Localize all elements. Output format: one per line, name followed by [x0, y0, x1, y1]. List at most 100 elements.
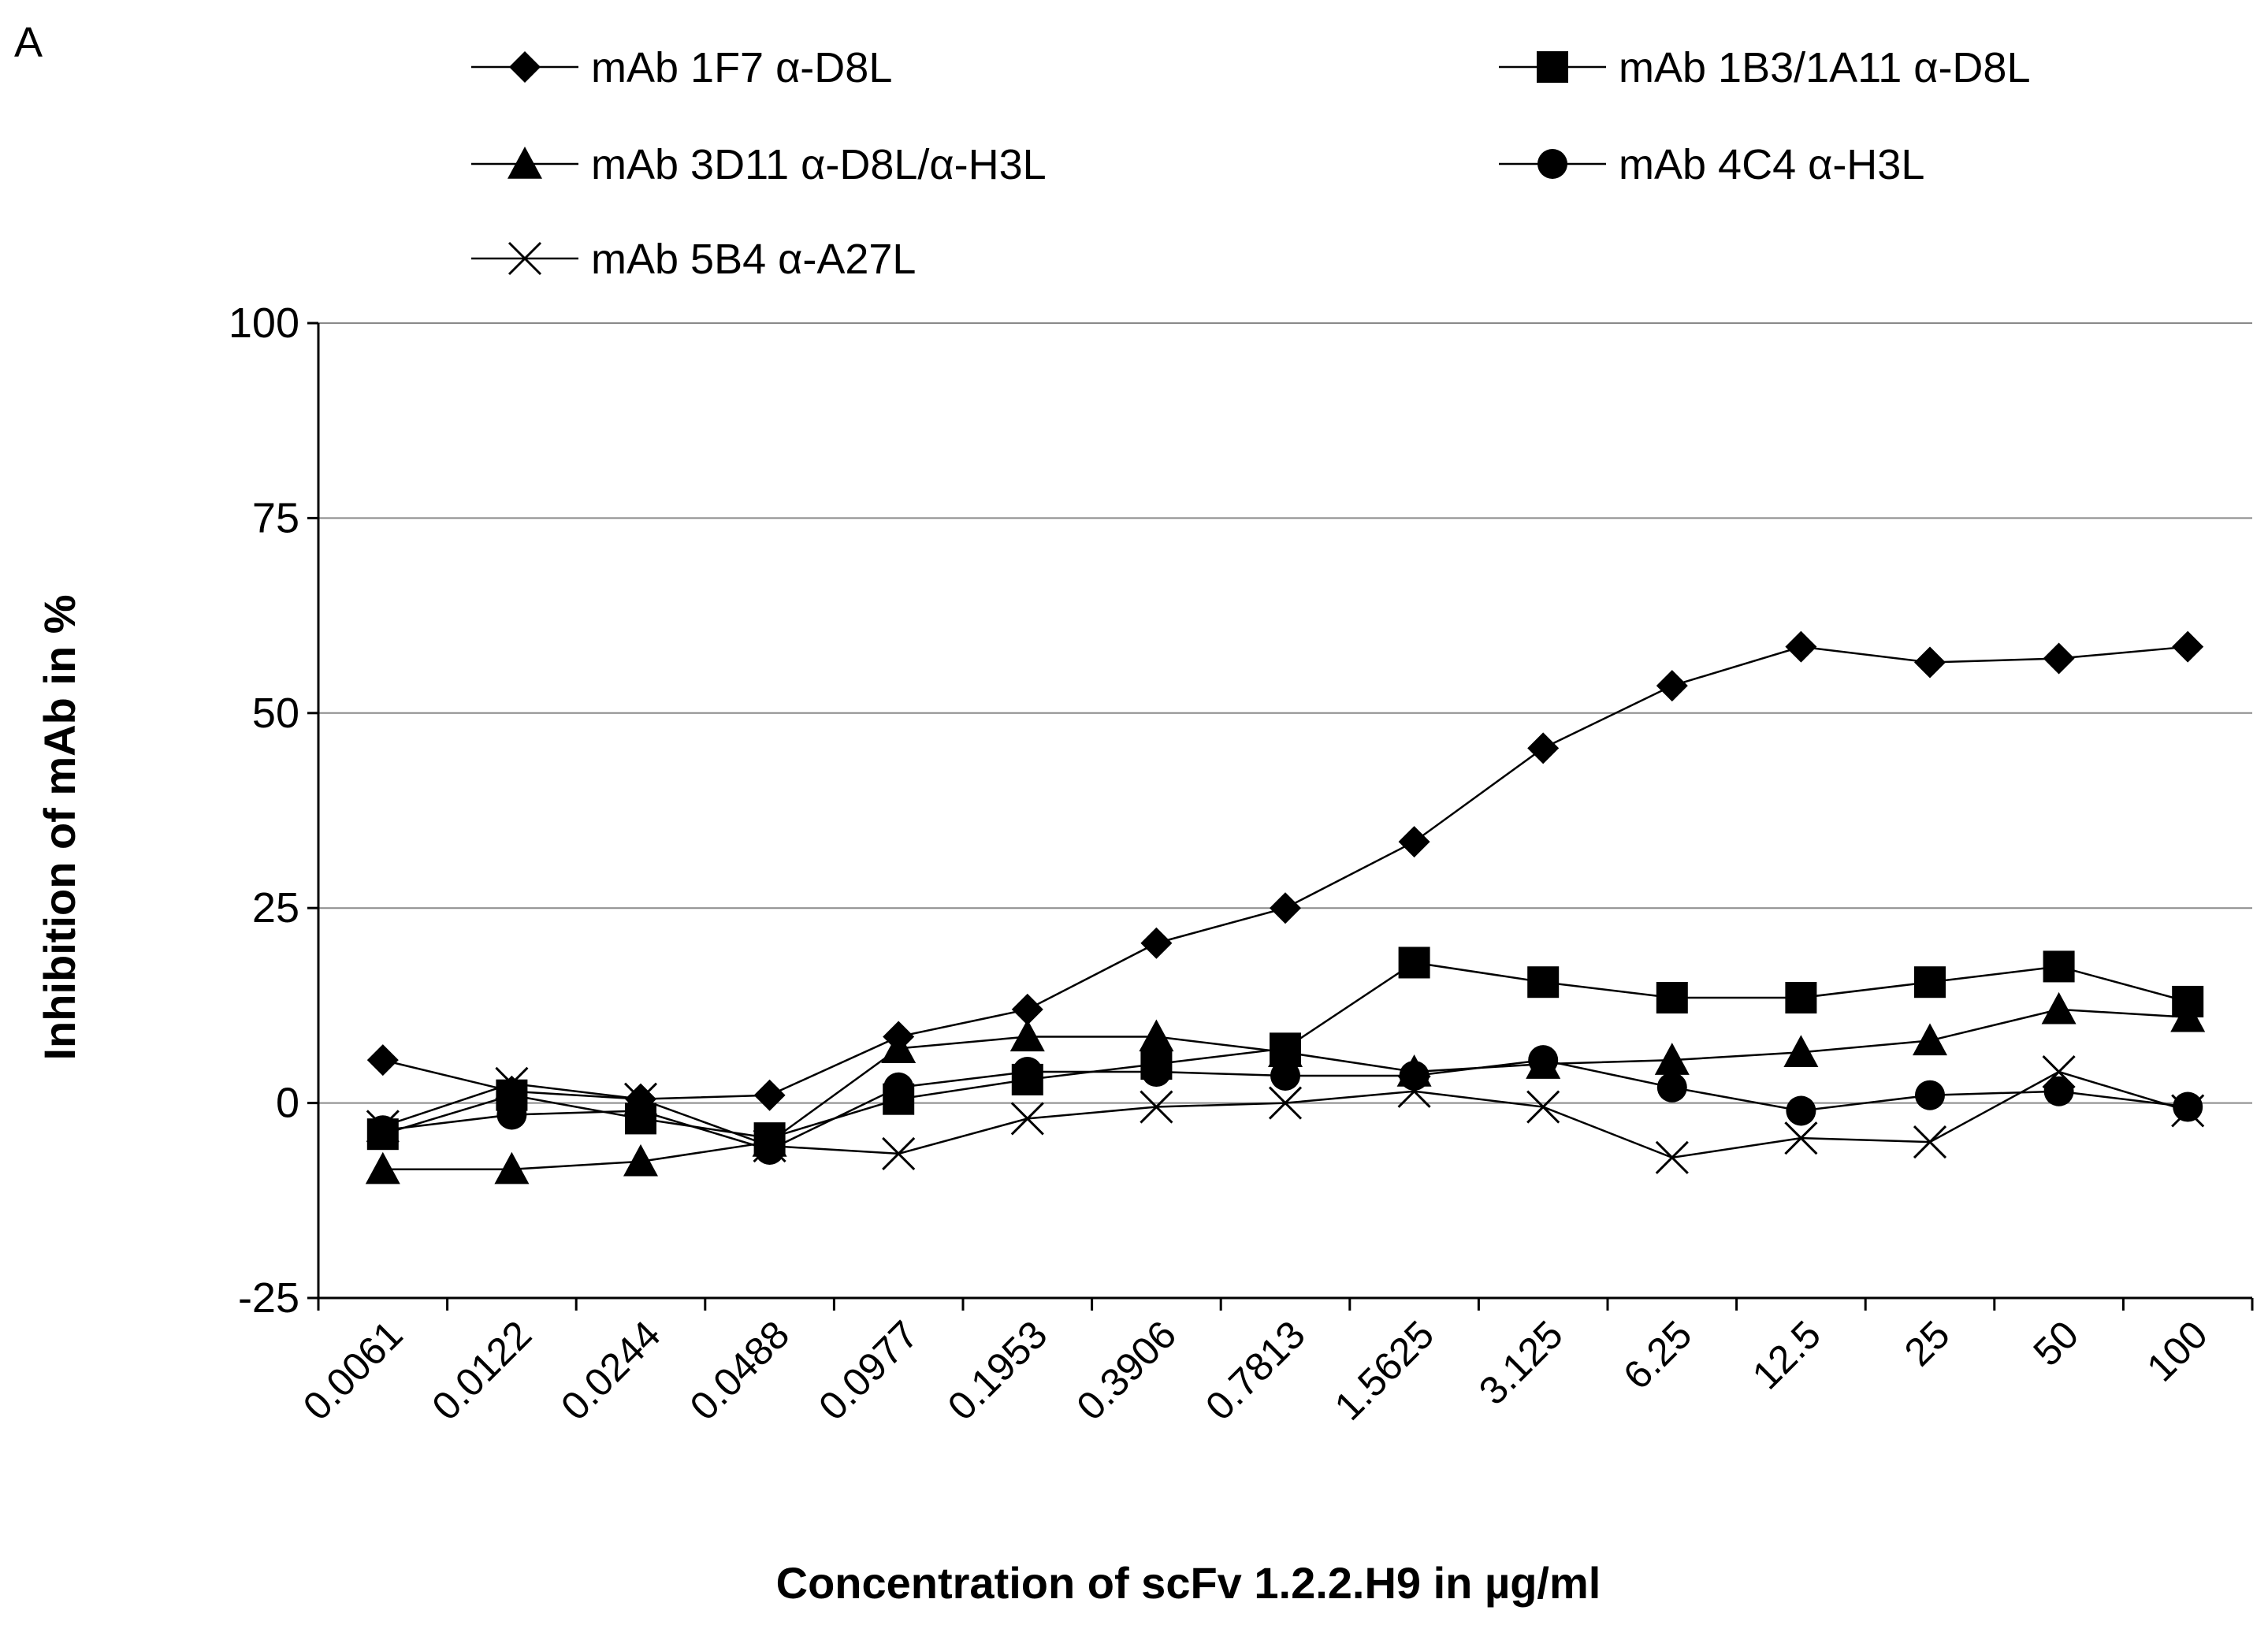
- series-3-point-14: [2041, 991, 2077, 1025]
- series-4-point-14: [2043, 1076, 2074, 1106]
- legend-marker-4: [1537, 149, 1567, 179]
- series-5-point-2-stroke-b: [495, 1066, 529, 1100]
- x-tick-label-25: 25: [1896, 1312, 1958, 1374]
- series-5-point-7: [1140, 1090, 1173, 1124]
- legend-label-3: mAb 3D11 α-D8L/α-H3L: [591, 141, 1047, 188]
- series-3: [365, 991, 2206, 1184]
- series-5-point-6-stroke-b: [1010, 1102, 1044, 1136]
- series-1-point-9: [1398, 826, 1430, 858]
- series-3-point-12: [1783, 1035, 1819, 1067]
- legend-marker-3: [508, 147, 542, 179]
- series-5-point-2: [495, 1066, 529, 1100]
- series-4-point-3: [626, 1095, 656, 1126]
- series-4-point-11: [1656, 1072, 1687, 1103]
- y-tick-label-0: 0: [276, 1080, 299, 1127]
- x-tick-label-0.3906: 0.3906: [1068, 1312, 1184, 1429]
- series-5-point-15-stroke-b: [2171, 1094, 2205, 1128]
- legend-marker-5: [508, 241, 542, 276]
- series-5-point-10: [1526, 1090, 1560, 1124]
- series-3-point-2: [494, 1151, 530, 1184]
- legend-item-3: mAb 3D11 α-D8L/α-H3L: [471, 141, 1047, 188]
- series-1-point-12: [1785, 630, 1817, 663]
- legend-marker-2: [1537, 51, 1568, 83]
- series-5-point-1: [366, 1110, 400, 1144]
- series-4-point-7: [1141, 1057, 1172, 1088]
- series-3-point-6: [1009, 1019, 1045, 1052]
- series-3-point-5: [881, 1031, 916, 1064]
- series-1-point-15: [2172, 630, 2204, 663]
- series-3-point-15: [2170, 999, 2206, 1032]
- x-tick-label-50: 50: [2024, 1312, 2087, 1374]
- series-2-point-13: [1914, 966, 1946, 999]
- legend-item-5: mAb 5B4 α-A27L: [471, 236, 916, 283]
- series-5-point-4-stroke-b: [753, 1129, 786, 1163]
- series-5-point-13: [1913, 1125, 1947, 1159]
- series-5-point-8: [1268, 1086, 1303, 1120]
- legend-label-5: mAb 5B4 α-A27L: [591, 236, 916, 283]
- series-1-point-11: [1656, 670, 1688, 702]
- series-1-point-7: [1140, 927, 1173, 959]
- series-5-point-4: [753, 1129, 786, 1163]
- series-5-point-6: [1010, 1102, 1044, 1136]
- legend-label-2: mAb 1B3/1A11 α-D8L: [1619, 44, 2031, 91]
- series-1-point-10: [1527, 732, 1560, 764]
- series-2-point-9: [1398, 946, 1430, 979]
- series-3-point-8: [1268, 1035, 1303, 1067]
- series-5-point-14-stroke-b: [2042, 1054, 2076, 1089]
- legend-item-4: mAb 4C4 α-H3L: [1499, 141, 1924, 188]
- series-5-point-14: [2042, 1054, 2076, 1089]
- series-5-point-5: [882, 1136, 916, 1170]
- y-tick-label-100: 100: [229, 299, 299, 347]
- series-5-point-13-stroke-b: [1913, 1125, 1947, 1159]
- series-4-point-1: [367, 1115, 398, 1146]
- series-4-point-8: [1270, 1060, 1300, 1091]
- series-4-point-2: [496, 1099, 527, 1130]
- series-5-point-1-stroke-b: [366, 1110, 400, 1144]
- y-tick-label--25: -25: [238, 1274, 299, 1322]
- x-tick-label-100: 100: [2138, 1312, 2216, 1390]
- legend-marker-1: [509, 51, 541, 83]
- series-1-point-13: [1914, 646, 1946, 679]
- series-1-point-6: [1011, 993, 1043, 1025]
- y-axis-title: Inhibition of mAb in %: [35, 594, 84, 1060]
- x-tick-label-0.7813: 0.7813: [1197, 1312, 1314, 1429]
- series-5-point-12-stroke-b: [1784, 1121, 1818, 1155]
- series-5: [366, 1054, 2205, 1174]
- series-3-point-3: [623, 1144, 658, 1177]
- y-tick-label-50: 50: [252, 690, 299, 737]
- x-axis-title: Concentration of scFv 1.2.2.H9 in µg/ml: [776, 1558, 1601, 1608]
- series-2-point-10: [1527, 966, 1560, 999]
- series-1-point-8: [1270, 892, 1301, 924]
- series-4-point-13: [1915, 1080, 1945, 1110]
- series-4-point-4: [754, 1134, 785, 1165]
- x-axis: 0.0061 0.0122 0.0244 0.0488 0.0977 0.1953 0.39…: [295, 1296, 2254, 1429]
- grid-lines: [318, 322, 2252, 909]
- legend-item-2: mAb 1B3/1A11 α-D8L: [1499, 44, 2031, 91]
- x-tick-label-0.0977: 0.0977: [810, 1312, 927, 1429]
- x-tick-label-0.0122: 0.0122: [423, 1312, 540, 1429]
- x-tick-label-0.0061: 0.0061: [295, 1312, 411, 1429]
- series-5-point-9: [1397, 1074, 1431, 1108]
- series-1-line: [382, 645, 2188, 1100]
- series-5-point-10-stroke-b: [1526, 1090, 1560, 1124]
- series-1-point-14: [2043, 642, 2075, 675]
- y-tick-label-25: 25: [252, 884, 299, 932]
- series-5-point-3: [623, 1082, 658, 1116]
- series-4-point-15: [2173, 1091, 2203, 1122]
- legend-marker-5-stroke-b: [508, 241, 542, 276]
- series-2-point-14: [2043, 950, 2075, 983]
- series-3-point-11: [1654, 1043, 1690, 1075]
- legend-label-1: mAb 1F7 α-D8L: [591, 44, 892, 91]
- y-axis: 100 75 50 25 0 -25: [229, 299, 320, 1322]
- legend-item-1: mAb 1F7 α-D8L: [471, 44, 892, 91]
- series-3-point-13: [1913, 1023, 1947, 1056]
- x-tick-label-1.5625: 1.5625: [1326, 1312, 1443, 1429]
- x-tick-label-3.125: 3.125: [1470, 1312, 1571, 1413]
- series-4-point-9: [1399, 1060, 1430, 1091]
- series-1-point-1: [366, 1044, 399, 1077]
- legend-label-4: mAb 4C4 α-H3L: [1619, 141, 1924, 188]
- panel-label: A: [14, 19, 43, 66]
- series-layer: [365, 630, 2206, 1184]
